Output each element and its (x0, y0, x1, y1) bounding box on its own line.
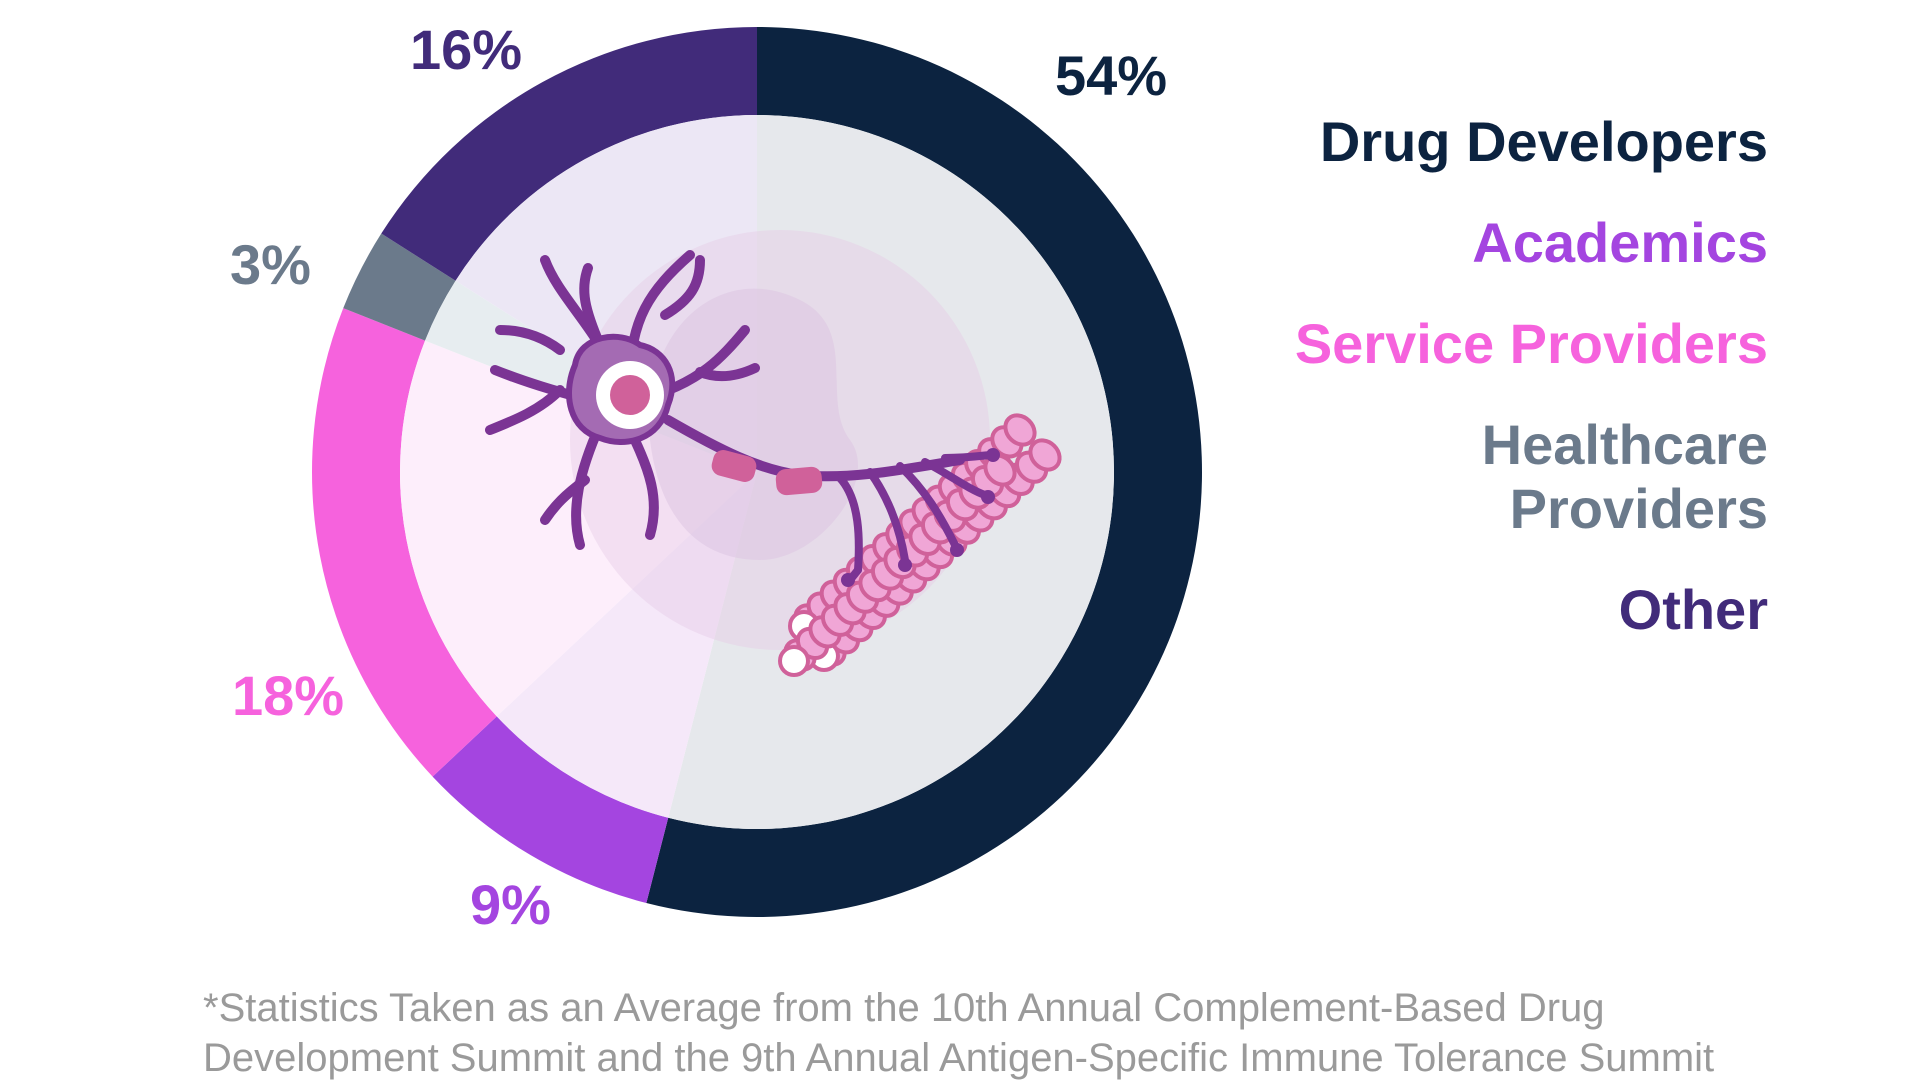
legend-item-service-providers: Service Providers (1294, 312, 1768, 375)
legend-item-drug-developers: Drug Developers (1319, 110, 1768, 173)
muscle-fiber-end (778, 645, 810, 677)
muscle-fiber-segment (1028, 438, 1062, 472)
slice-label-drug-developers: 54% (1055, 44, 1168, 107)
neuron-muscle-icon (485, 230, 1062, 677)
slice-label-service-providers: 18% (232, 664, 345, 727)
slice-drug-developers (646, 27, 1202, 918)
legend-item-academics: Academics (1472, 211, 1768, 274)
slice-healthcare-providers (343, 233, 456, 341)
slice-service-providers (312, 308, 497, 777)
slice-label-academics: 9% (470, 873, 551, 936)
slice-academics (432, 716, 669, 904)
slice-label-healthcare-providers: 3% (230, 233, 311, 296)
slice-other (381, 27, 757, 281)
slice-inner-academics (496, 472, 757, 818)
muscle-fiber-segment (1003, 413, 1037, 447)
legend-item-other: Other (1618, 578, 1768, 641)
footnote: *Statistics Taken as an Average from the… (203, 986, 1715, 1080)
legend: Drug Developers Academics Service Provid… (1208, 110, 1768, 679)
slice-label-other: 16% (410, 18, 523, 81)
legend-item-healthcare-providers: Healthcare Providers (1481, 413, 1768, 540)
